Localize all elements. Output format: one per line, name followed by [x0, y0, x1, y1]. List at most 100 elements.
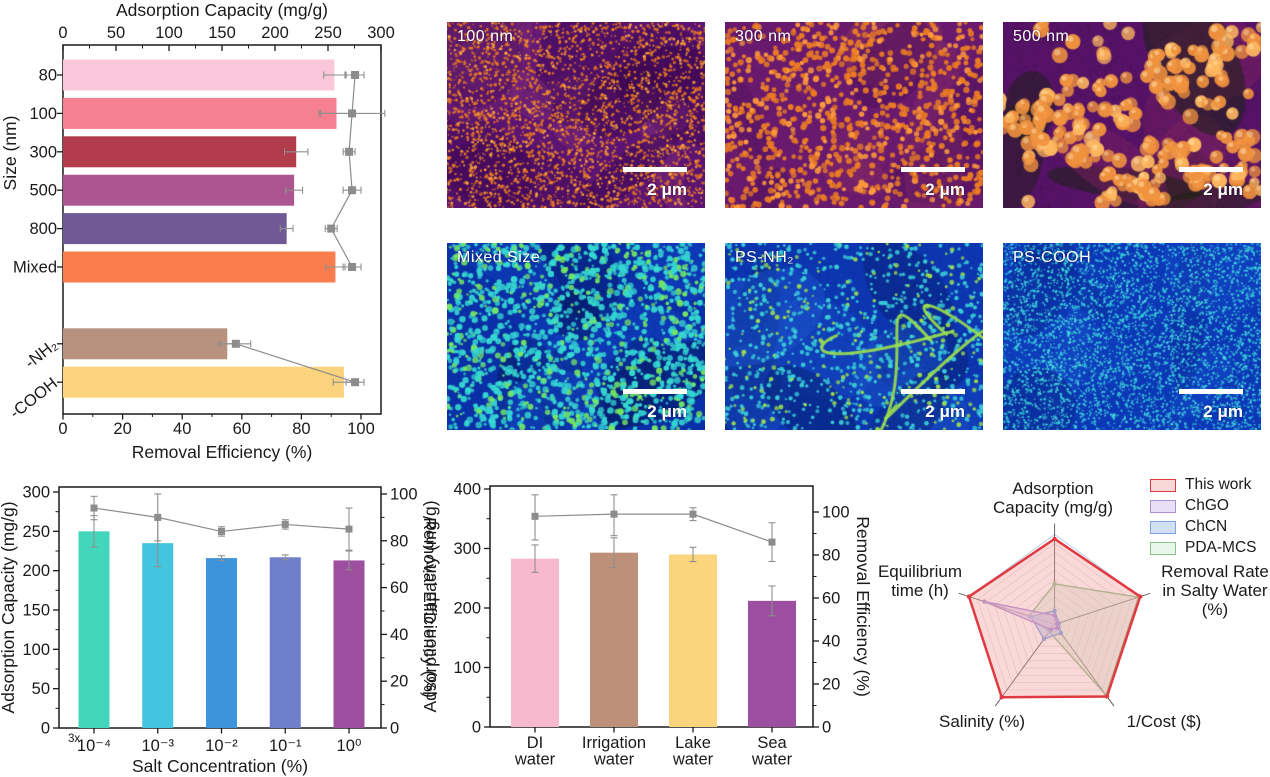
bar-10⁰	[333, 560, 365, 728]
radar-marker	[999, 695, 1004, 700]
axis-title-top: Adsorption Capacity (mg/g)	[116, 0, 328, 20]
sem-image-300nm	[725, 22, 983, 208]
efficiency-marker	[281, 520, 289, 528]
tick-label: 100	[155, 24, 183, 42]
tick-label: 400	[453, 481, 481, 499]
bar-DI-water	[511, 558, 559, 727]
radar-marker	[1052, 613, 1057, 618]
category-label: 10⁰	[337, 737, 362, 755]
tick-label: 200	[261, 24, 289, 42]
legend-label: ChGO	[1185, 497, 1229, 514]
efficiency-marker	[90, 504, 98, 512]
legend-swatch	[1150, 541, 1176, 555]
scale-bar	[1179, 389, 1243, 394]
axis-title-left: Adsorption Capacity (mg/g)	[0, 501, 18, 713]
tick-label: 40	[390, 626, 408, 644]
legend-label: PDA-MCS	[1185, 539, 1257, 556]
category-label: 10⁻⁴	[77, 737, 111, 755]
efficiency-marker	[348, 109, 357, 118]
legend-item-chgo: ChGO	[1150, 497, 1256, 514]
tick-label: 20	[113, 420, 131, 438]
tick-label: 100	[822, 504, 850, 522]
tick-label: 60	[233, 420, 251, 438]
bar-10⁻²	[206, 558, 237, 728]
category-label: water	[593, 751, 635, 769]
tick-label: 50	[32, 680, 50, 698]
radar-marker	[1048, 627, 1054, 632]
top-axis: 0 50 100 150 200 250 300 Adsorption Capacity (m…	[58, 0, 395, 51]
plot-frame	[489, 485, 814, 728]
sem-image-mixed-size	[447, 243, 705, 430]
category-label: DI	[527, 734, 544, 752]
sem-panel-ps-nh2: PS-NH₂ 2 μm	[725, 243, 983, 430]
radar-spoke	[1054, 592, 1151, 625]
efficiency-marker	[345, 147, 354, 156]
tick-label: 100	[390, 486, 418, 504]
bottom-axis: 10⁻⁴ 10⁻³ 10⁻² 10⁻¹ 10⁰ 3x Salt Concentration …	[68, 728, 362, 776]
sem-label: PS-COOH	[1013, 249, 1092, 266]
tick-label: 0	[822, 719, 831, 737]
efficiency-marker	[154, 513, 162, 521]
capacity-bars	[511, 537, 796, 727]
bar-Irrigation-water	[590, 552, 638, 727]
category-label: Sea	[757, 734, 787, 752]
efficiency-marker	[231, 339, 240, 348]
scale-bar	[901, 389, 965, 394]
capacity-bars	[78, 515, 365, 728]
corner-note: 3x	[68, 733, 80, 745]
legend-swatch	[1150, 520, 1176, 534]
tick-label: 20	[390, 673, 408, 691]
right-axis: 0 20 40 60 80 100	[813, 504, 850, 737]
tick-label: 50	[107, 24, 125, 42]
bar-10⁻⁴	[78, 531, 110, 728]
category-label: -NH₂	[22, 336, 61, 372]
axis-title-left: Adsorption Capacity (mg/g)	[420, 500, 440, 712]
scale-bar	[623, 389, 687, 394]
tick-label: 150	[22, 602, 50, 620]
tick-label: 250	[314, 24, 342, 42]
radar-series-this-work	[966, 536, 1143, 700]
tick-label: 80	[390, 532, 408, 550]
efficiency-marker	[218, 527, 225, 535]
radar-axis-label: in Salty Water	[1162, 581, 1268, 600]
bar-800	[63, 213, 287, 245]
bar-Sea-water	[748, 600, 796, 727]
category-label: 10⁻³	[141, 737, 174, 755]
axis-title-left: Size (nm)	[0, 116, 20, 191]
left-axis: 0 50 100 150 200 250 300	[22, 484, 59, 738]
tick-label: 100	[347, 420, 375, 438]
efficiency-line	[220, 71, 386, 387]
efficiency-marker	[351, 378, 360, 387]
right-axis: 0 20 40 60 80 100	[381, 486, 418, 738]
sem-image-ps-nh2	[725, 243, 983, 430]
scale-bar	[623, 167, 687, 172]
tick-label: 300	[22, 484, 50, 502]
tick-label: 200	[22, 562, 50, 580]
radar-marker	[1052, 581, 1057, 587]
sem-image-ps-cooh	[1003, 243, 1261, 430]
bar-80	[63, 59, 335, 91]
axis-title-bottom: Removal Efficiency (%)	[132, 442, 313, 462]
category-label: 100	[29, 105, 57, 123]
scale-bar-label: 2 μm	[1203, 180, 1243, 199]
radar-axis-label: time (h)	[891, 581, 949, 600]
legend-item-pda-mcs: PDA-MCS	[1150, 539, 1257, 556]
tick-label: 300	[367, 24, 395, 42]
radar-axis-label: (%)	[1202, 600, 1228, 619]
bar-500	[63, 174, 295, 206]
bar--NH₂	[63, 328, 228, 360]
bar-10⁻³	[142, 543, 174, 728]
radar-axis-label: Salinity (%)	[939, 712, 1025, 731]
tick-label: 20	[822, 676, 840, 694]
bar-Lake-water	[669, 554, 717, 727]
tick-label: 150	[208, 24, 236, 42]
radar-marker	[1137, 594, 1143, 599]
tick-label: 0	[390, 720, 399, 738]
sem-panel-100nm: 100 nm 2 μm	[447, 22, 705, 208]
tick-label: 100	[453, 659, 481, 677]
bar-100	[63, 97, 337, 129]
sem-panel-mixed-size: Mixed Size 2 μm	[447, 243, 705, 430]
